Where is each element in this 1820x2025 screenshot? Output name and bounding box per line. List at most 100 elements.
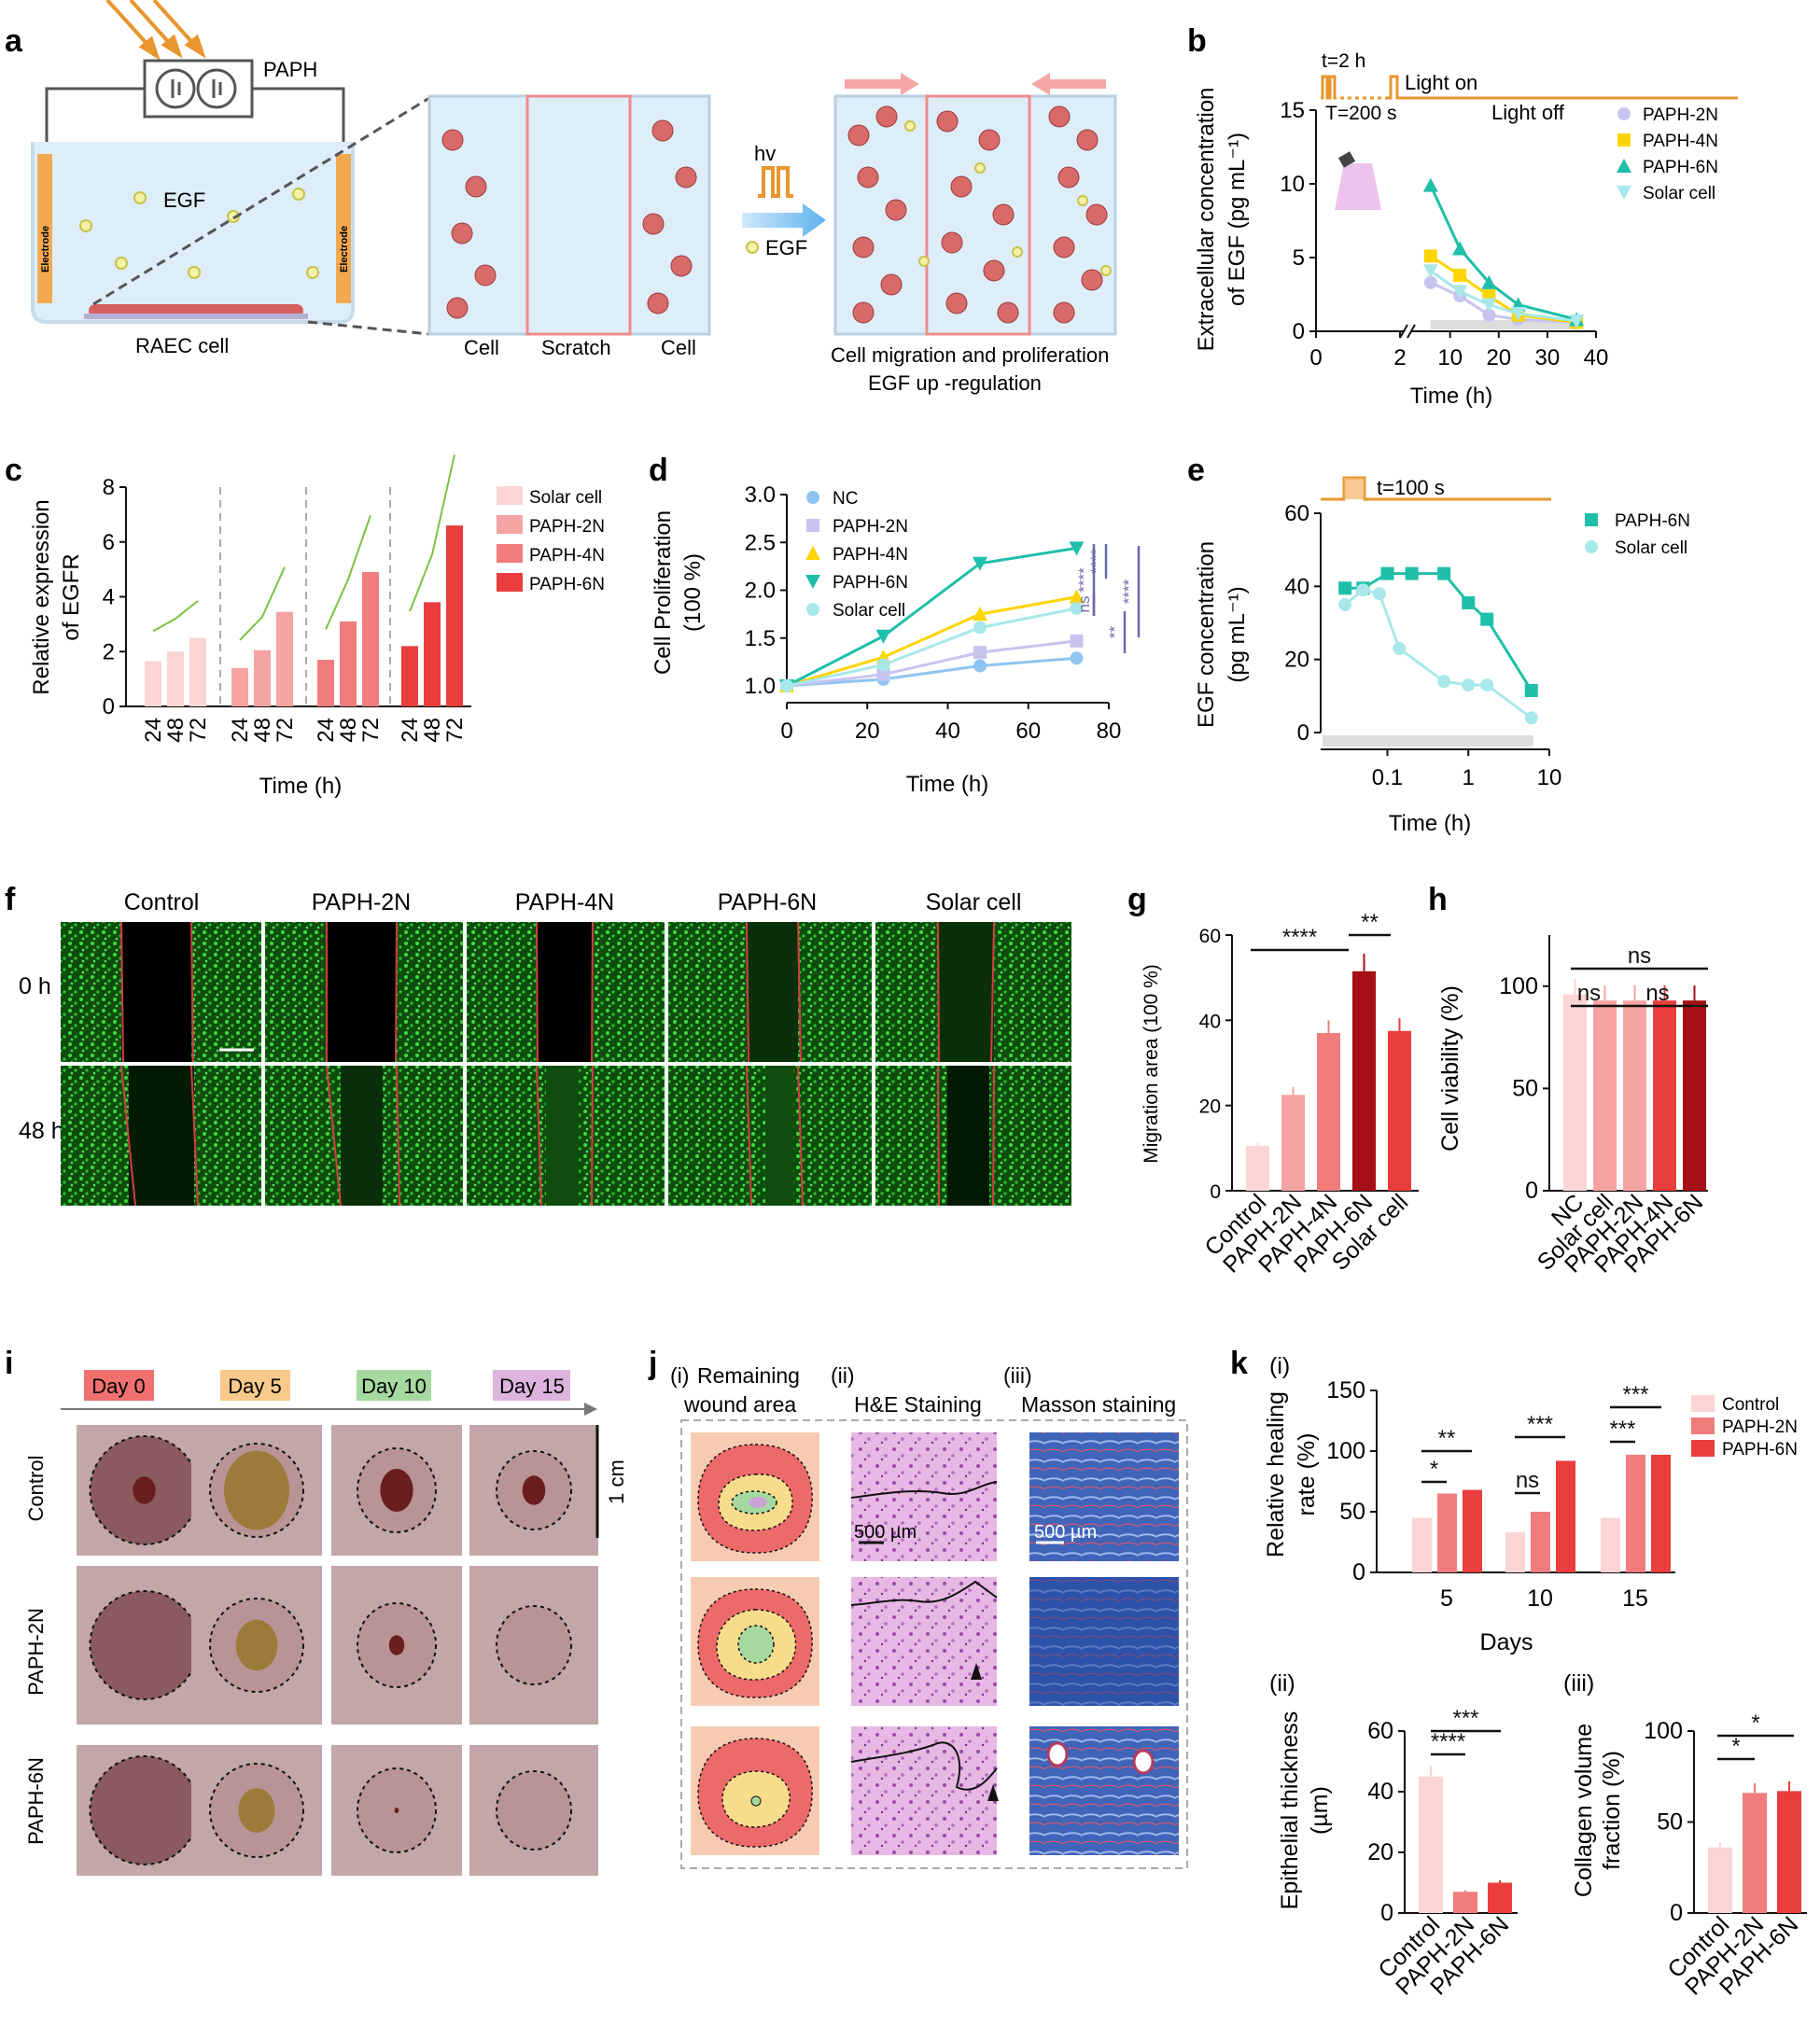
wound-outline — [496, 1605, 572, 1685]
chart-e-ylabel-2: (pg mL⁻¹) — [1225, 586, 1250, 682]
chart-c-trend-line — [325, 514, 371, 630]
k-i-xlabel: Days — [1480, 1629, 1533, 1655]
pulse-T-label: T=200 s — [1325, 103, 1396, 124]
egf-legend-label: EGF — [765, 236, 807, 259]
chart-c-ytick-label: 8 — [103, 475, 115, 500]
light-off-label: Light off — [1491, 101, 1565, 124]
chart-d-legend-label: Solar cell — [833, 601, 905, 621]
chart-c-xtick-label: 24 — [141, 718, 166, 743]
chart-b-ytick-label: 5 — [1293, 245, 1305, 271]
he-staining: 500 µm — [850, 1432, 999, 1855]
chart-b-point — [1452, 241, 1468, 256]
chart-d-point — [876, 658, 890, 672]
chart-e-point — [1380, 566, 1394, 580]
chart-c-bar — [401, 646, 418, 706]
chart-c-xtick-label: 24 — [398, 718, 423, 743]
chart-c-ytick-label: 6 — [103, 530, 115, 555]
chart-c-legend-label: PAPH-2N — [529, 517, 605, 537]
chart-d-ytick-label: 2.0 — [745, 579, 776, 604]
chart-g-ytick-label: 60 — [1199, 926, 1221, 947]
chart-h-bar — [1653, 1000, 1676, 1191]
chart-e-ytick-label: 40 — [1284, 574, 1309, 599]
col-control: Control — [124, 889, 200, 915]
chart-e-point — [1338, 597, 1352, 611]
electrode-right — [336, 154, 351, 303]
chart-b-legend-label: PAPH-6N — [1643, 158, 1718, 177]
col-paph2n: PAPH-2N — [312, 889, 412, 915]
chart-e-dark-band — [1323, 735, 1533, 747]
chart-c-legend-swatch — [497, 515, 523, 534]
col-solar: Solar cell — [926, 889, 1022, 915]
scratch-label-cell-left: Cell — [464, 336, 499, 359]
chart-b-ytick-label: 0 — [1293, 319, 1305, 344]
panel-h-letter: h — [1428, 882, 1448, 917]
k-sub-i: (i) — [1269, 1353, 1290, 1379]
chart-h-bar — [1593, 1000, 1617, 1191]
chart-e-legend-marker — [1585, 513, 1598, 526]
chart-b-point — [1423, 275, 1437, 289]
chart-k-i-legend-label: Control — [1722, 1395, 1779, 1415]
chart-e: 0 20 40 60 0.1 1 10 PAPH-6N Solar cell — [1284, 501, 1690, 790]
panel-d-letter: d — [649, 453, 668, 488]
circuit-wire — [45, 87, 145, 154]
chart-g-bar — [1388, 1030, 1411, 1191]
migration-arrows — [845, 73, 1106, 95]
raec-label: RAEC cell — [135, 334, 229, 357]
chart-k-i-legend-swatch — [1691, 1440, 1715, 1457]
chart-c-bar — [167, 651, 184, 706]
chart-k-i-xtick-label: 5 — [1440, 1585, 1453, 1612]
egf-particles — [79, 188, 319, 279]
chart-e-point — [1462, 595, 1476, 609]
k-iii-ylabel-1: Collagen volume — [1571, 1724, 1597, 1897]
wound-scab — [388, 1635, 405, 1655]
chart-b-legend-marker — [1617, 133, 1631, 147]
wound-scab — [238, 1788, 275, 1833]
chart-d-line-NC — [786, 656, 1077, 688]
chart-b-legend-label: Solar cell — [1643, 184, 1715, 203]
chart-c-ylabel-1: Relative expression — [29, 499, 54, 694]
chart-k-i-ytick-label: 100 — [1326, 1438, 1365, 1464]
chart-c-bar — [145, 661, 161, 706]
chart-b-point — [1510, 307, 1526, 322]
j-col3-sub: Masson staining — [1021, 1392, 1176, 1417]
chart-c-ylabel-2: of EGFR — [59, 553, 84, 640]
chart-c-ytick-label: 4 — [103, 585, 115, 610]
wound-scab — [224, 1450, 289, 1530]
chart-k-i-ytick-label: 0 — [1352, 1559, 1365, 1585]
chart-d-ytick-label: 1.5 — [745, 626, 776, 651]
j-col2-title: (ii) — [831, 1363, 855, 1388]
chart-h-ytick-label: 50 — [1512, 1075, 1538, 1101]
chart-e-point — [1462, 678, 1476, 692]
chart-d-point — [1070, 651, 1084, 665]
scale-label-i: 1 cm — [605, 1459, 628, 1504]
chart-c-trend-line — [152, 600, 199, 633]
chart-b-legend-marker — [1617, 107, 1631, 120]
chart-d-point — [1069, 541, 1085, 556]
chart-b-xtick-label: 30 — [1535, 345, 1561, 370]
chart-c-bar — [231, 667, 248, 706]
chart-c-xtick-label: 48 — [250, 718, 275, 743]
chart-e-point — [1356, 583, 1370, 597]
culture-dish — [31, 142, 355, 324]
pulse-t-label: t=2 h — [1322, 50, 1365, 72]
chart-b-ylabel-1: Extracellular concentration — [1194, 88, 1219, 352]
chart-d-xtick-label: 0 — [780, 719, 792, 744]
chart-k-i-bar — [1651, 1454, 1671, 1572]
chart-d-line-PAPH-2N — [786, 639, 1077, 688]
day5-badge — [220, 1370, 290, 1401]
chart-b-point — [1422, 177, 1438, 192]
chart-k-iii-sig-label: * — [1731, 1734, 1740, 1759]
chart-k-i-legend-swatch — [1691, 1418, 1715, 1434]
chart-d-legend-label: PAPH-2N — [833, 517, 908, 537]
chart-b-ytick-label: 10 — [1280, 172, 1305, 197]
row-0h: 0 h — [19, 973, 51, 999]
chart-g-sig-label: ** — [1361, 910, 1379, 935]
paph-cell-icon — [155, 68, 237, 109]
panel-b: b t=2 h T=200 s Light on Light off 0 5 10 1… — [1187, 23, 1738, 409]
chart-g-ylabel: Migration area (100 %) — [1141, 964, 1162, 1164]
wound-scab — [380, 1469, 413, 1512]
chart-c-xtick-label: 72 — [186, 718, 211, 743]
